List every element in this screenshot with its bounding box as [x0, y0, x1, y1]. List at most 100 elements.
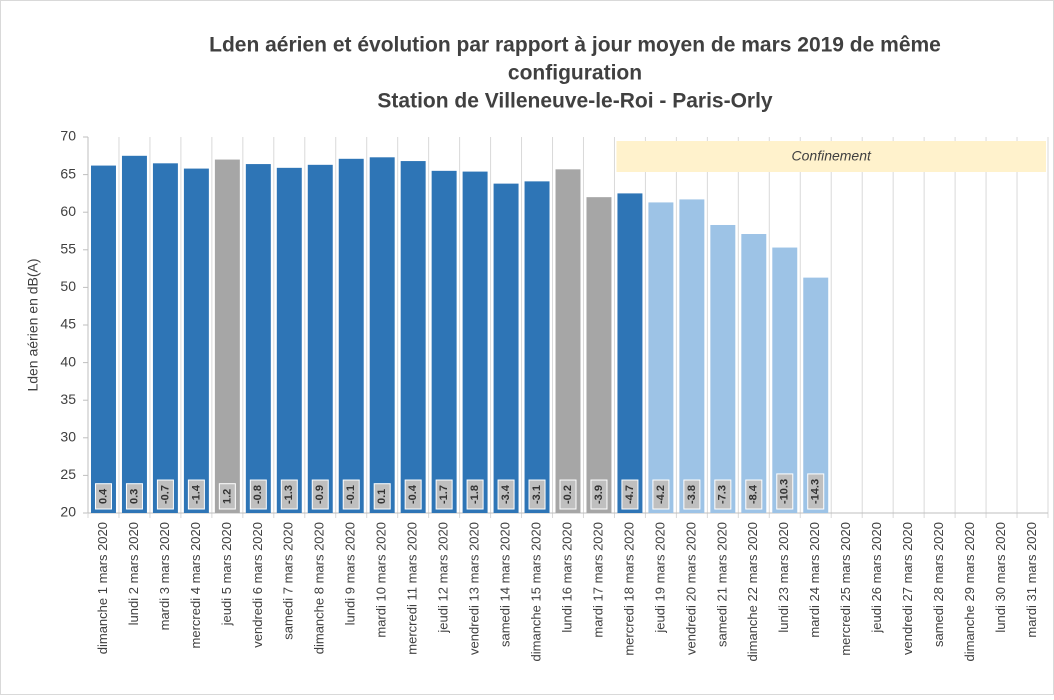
x-tick-label: mercredi 18 mars 2020: [621, 522, 636, 656]
evolution-box: [218, 483, 236, 510]
x-tick-label: lundi 30 mars 2020: [993, 522, 1008, 633]
x-tick-label: lundi 16 mars 2020: [559, 522, 574, 633]
y-tick-label: 70: [60, 128, 76, 144]
y-tick-label: 60: [60, 203, 76, 219]
evolution-box: [342, 479, 360, 510]
x-tick-label: samedi 28 mars 2020: [931, 522, 946, 647]
x-tick-label: lundi 2 mars 2020: [126, 522, 141, 625]
bar: [245, 164, 271, 513]
x-tick-label: mardi 3 mars 2020: [157, 522, 172, 630]
bar: [617, 193, 643, 513]
evolution-label: 0.3: [128, 489, 140, 504]
x-tick-label: mardi 24 mars 2020: [807, 522, 822, 638]
evolution-box: [404, 479, 422, 510]
x-tick-label: dimanche 22 mars 2020: [745, 522, 760, 661]
bar: [462, 171, 488, 514]
evolution-box: [590, 479, 608, 510]
x-tick-label: samedi 7 mars 2020: [281, 522, 296, 640]
evolution-label: -0.8: [252, 485, 264, 504]
bar: [121, 155, 147, 514]
evolution-label: -0.9: [314, 485, 326, 504]
evolution-label: -3.1: [531, 485, 543, 504]
y-tick-label: 55: [60, 241, 76, 257]
evolution-box: [373, 483, 391, 510]
x-tick-label: vendredi 20 mars 2020: [683, 522, 698, 655]
bar: [679, 199, 705, 513]
bar: [431, 170, 457, 513]
evolution-label: -7.3: [717, 485, 729, 504]
x-tick-label: lundi 23 mars 2020: [776, 522, 791, 633]
evolution-box: [621, 479, 639, 510]
evolution-label: -14.3: [810, 479, 822, 504]
evolution-label: 1.2: [221, 489, 233, 504]
evolution-label: -0.1: [345, 485, 357, 504]
evolution-label: -1.8: [469, 485, 481, 504]
evolution-box: [249, 479, 267, 510]
evolution-label: -3.9: [593, 485, 605, 504]
evolution-label: -3.8: [686, 485, 698, 504]
x-tick-label: dimanche 15 mars 2020: [528, 522, 543, 661]
chart-title: Lden aérien et évolution par rapport à j…: [209, 34, 941, 57]
x-tick-label: dimanche 29 mars 2020: [962, 522, 977, 661]
evolution-label: -0.7: [159, 485, 171, 504]
evolution-box: [156, 479, 174, 510]
evolution-label: 0.4: [97, 488, 109, 504]
y-tick-label: 25: [60, 466, 76, 482]
evolution-box: [466, 479, 484, 510]
bar: [741, 234, 767, 513]
evolution-label: -0.4: [407, 484, 419, 504]
bar: [369, 157, 395, 513]
y-tick-label: 50: [60, 278, 76, 294]
evolution-label: -1.7: [438, 485, 450, 504]
bar: [338, 158, 364, 514]
evolution-label: 0.1: [376, 489, 388, 504]
bar: [214, 159, 240, 513]
bar: [91, 165, 116, 514]
x-tick-label: mardi 10 mars 2020: [374, 522, 389, 638]
bar: [400, 161, 426, 513]
evolution-box: [683, 479, 701, 510]
evolution-box: [776, 473, 794, 510]
bar: [648, 202, 674, 513]
x-tick-label: jeudi 12 mars 2020: [436, 522, 451, 634]
evolution-label: -1.4: [190, 484, 202, 504]
x-tick-label: mercredi 25 mars 2020: [838, 522, 853, 656]
evolution-label: -4.2: [655, 485, 667, 504]
y-axis-label: Lden aérien en dB(A): [25, 258, 41, 391]
y-tick-label: 40: [60, 353, 76, 369]
bar: [555, 169, 581, 513]
x-tick-label: mardi 17 mars 2020: [590, 522, 605, 638]
x-tick-label: jeudi 5 mars 2020: [219, 522, 234, 626]
y-tick-label: 65: [60, 165, 76, 181]
x-tick-label: dimanche 1 mars 2020: [95, 522, 110, 654]
y-tick-label: 35: [60, 391, 76, 407]
x-tick-label: vendredi 13 mars 2020: [467, 522, 482, 655]
bar: [152, 163, 178, 513]
bar: [183, 168, 209, 514]
x-tick-label: jeudi 19 mars 2020: [652, 522, 667, 634]
evolution-box: [745, 479, 763, 510]
evolution-box: [125, 483, 143, 510]
x-tick-label: dimanche 8 mars 2020: [312, 522, 327, 654]
evolution-box: [311, 479, 329, 510]
bar: [493, 183, 519, 513]
evolution-box: [187, 479, 205, 510]
chart-title: Station de Villeneuve-le-Roi - Paris-Orl…: [377, 90, 773, 113]
x-tick-label: jeudi 26 mars 2020: [869, 522, 884, 634]
bar: [307, 164, 333, 513]
evolution-box: [652, 479, 670, 510]
x-tick-label: samedi 14 mars 2020: [498, 522, 513, 647]
evolution-box: [94, 483, 112, 510]
evolution-label: -3.4: [500, 484, 512, 504]
evolution-box: [559, 479, 577, 510]
evolution-label: -8.4: [748, 484, 760, 504]
bar: [710, 224, 736, 513]
x-tick-label: mercredi 11 mars 2020: [405, 522, 420, 655]
bar: [276, 167, 302, 513]
chart-title: configuration: [508, 62, 642, 85]
x-tick-label: mardi 31 mars 2020: [1024, 522, 1039, 638]
evolution-label: -10.3: [779, 479, 791, 504]
annotation-text: Confinement: [792, 148, 872, 164]
evolution-box: [280, 479, 298, 510]
